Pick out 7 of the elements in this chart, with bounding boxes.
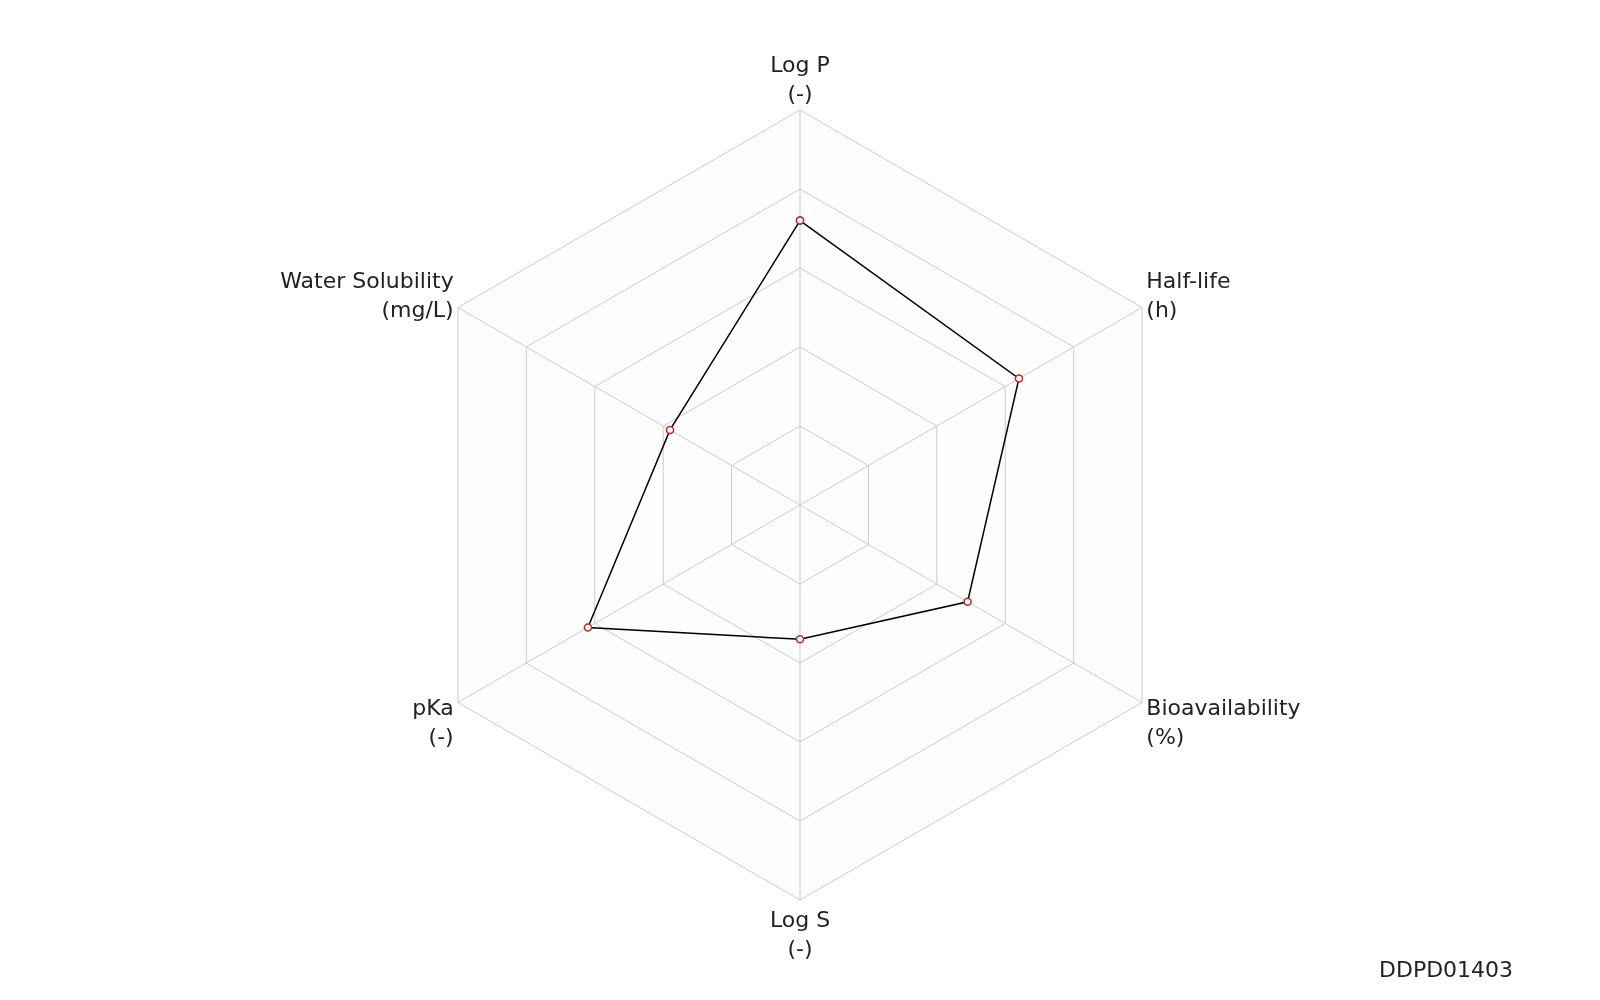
spoke-label: Water Solubility (mg/L) (280, 268, 454, 322)
spoke-label: pKa (-) (412, 695, 454, 750)
spoke-label: Bioavailability (%) (1146, 695, 1301, 750)
text: DDPD01403 (1379, 957, 1514, 982)
spoke-label: Log S (-) (769, 906, 831, 961)
spoke-label: Half-life (h) (1146, 268, 1231, 322)
spoke-label: Log P (-) (770, 52, 830, 106)
